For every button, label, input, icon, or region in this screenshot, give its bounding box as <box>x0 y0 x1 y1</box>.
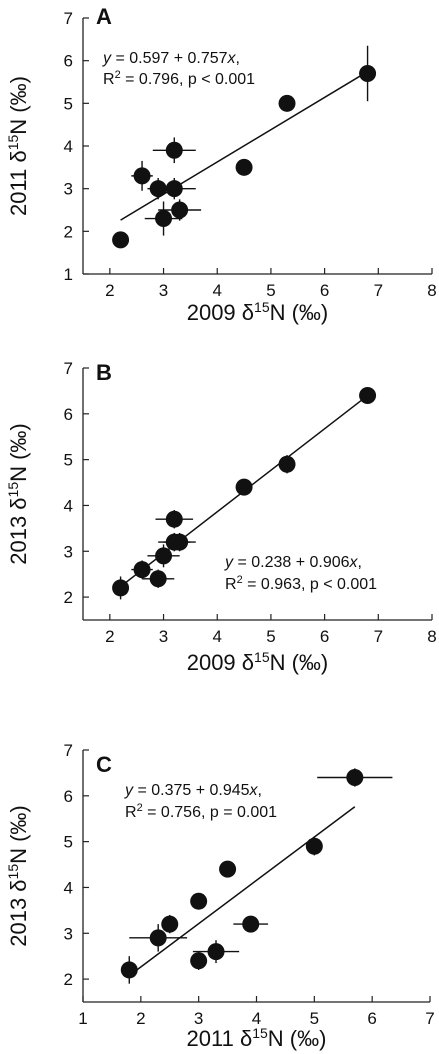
data-point <box>133 561 151 579</box>
x-tick-label: 6 <box>320 281 329 300</box>
x-tick-label: 7 <box>425 1009 434 1028</box>
x-tick-label: 2 <box>105 627 114 646</box>
y-tick-label: 6 <box>64 52 73 71</box>
x-axis-title: 2011 δ15N (‰) <box>187 1025 327 1051</box>
data-point <box>149 570 167 588</box>
x-axis-title: 2009 δ15N (‰) <box>187 299 329 325</box>
data-point <box>149 180 167 198</box>
x-tick-label: 2 <box>136 1009 145 1028</box>
y-tick-label: 7 <box>64 741 73 760</box>
data-point <box>112 231 130 249</box>
data-point <box>235 158 253 176</box>
x-tick-label: 3 <box>159 627 168 646</box>
regression-line <box>128 806 356 977</box>
y-tick-label: 1 <box>64 265 73 284</box>
y-tick-label: 5 <box>64 833 73 852</box>
x-tick-label: 1 <box>78 1009 87 1028</box>
data-point <box>165 180 183 198</box>
data-point <box>219 860 237 878</box>
y-tick-label: 4 <box>64 496 73 515</box>
y-axis-title: 2013 δ15N (‰) <box>5 423 31 565</box>
data-point <box>133 167 151 185</box>
x-tick-label: 5 <box>266 627 275 646</box>
data-point <box>305 837 323 855</box>
data-point <box>235 478 253 496</box>
data-point <box>149 929 167 947</box>
data-point <box>171 201 189 219</box>
y-tick-label: 3 <box>64 924 73 943</box>
x-tick-label: 8 <box>427 627 436 646</box>
x-tick-label: 6 <box>320 627 329 646</box>
y-tick-label: 5 <box>64 451 73 470</box>
y-tick-label: 5 <box>64 94 73 113</box>
panel-a: 2 3 4 5 6 7 8 1 2 3 4 5 6 7 2009 δ15N (‰) 2011 δ15N (‰)… <box>5 4 437 325</box>
data-point <box>278 94 296 112</box>
data-point <box>359 64 377 82</box>
x-tick-label: 3 <box>159 281 168 300</box>
data-point <box>278 455 296 473</box>
data-point <box>165 141 183 159</box>
x-tick-label: 6 <box>367 1009 376 1028</box>
equation-text: y = 0.597 + 0.757x, <box>102 50 240 67</box>
data-point <box>155 547 173 565</box>
y-axis-title: 2013 δ15N (‰) <box>5 805 31 947</box>
r-squared-text: R2 = 0.756, p = 0.001 <box>125 802 277 821</box>
y-axis-title: 2011 δ15N (‰) <box>5 76 31 216</box>
y-tick-label: 2 <box>64 970 73 989</box>
data-point <box>112 579 130 597</box>
data-point <box>242 915 260 933</box>
y-tick-label: 3 <box>64 542 73 561</box>
x-tick-label: 4 <box>252 1009 261 1028</box>
r-squared-text: R2 = 0.796, p < 0.001 <box>103 69 255 88</box>
data-point <box>190 892 208 910</box>
panel-b: 2 3 4 5 6 7 8 2 3 4 5 6 7 2009 δ15N (‰) 2013 δ15N (‰) B… <box>5 359 437 675</box>
data-point <box>171 533 189 551</box>
panel-letter: B <box>96 360 112 385</box>
data-point <box>155 210 173 228</box>
y-tick-label: 2 <box>64 222 73 241</box>
x-tick-label: 8 <box>427 281 436 300</box>
data-point <box>120 961 138 979</box>
x-tick-label: 5 <box>310 1009 319 1028</box>
x-tick-label: 5 <box>266 281 275 300</box>
data-point <box>346 768 364 786</box>
x-tick-label: 4 <box>212 281 221 300</box>
panel-c: 1 2 3 4 5 6 7 2 3 4 5 6 7 2011 δ15N (‰) 2013 δ15N (‰) C… <box>5 741 435 1051</box>
panels-group: 2 3 4 5 6 7 8 1 2 3 4 5 6 7 2009 δ15N (‰) 2011 δ15N (‰)… <box>5 4 437 1051</box>
x-tick-label: 7 <box>374 627 383 646</box>
x-axis-title: 2009 δ15N (‰) <box>187 649 329 675</box>
y-tick-label: 4 <box>64 137 73 156</box>
y-tick-label: 6 <box>64 405 73 424</box>
panel-letter: A <box>96 4 112 29</box>
data-point <box>207 943 225 961</box>
x-tick-label: 7 <box>374 281 383 300</box>
x-tick-label: 2 <box>105 281 114 300</box>
data-point <box>359 386 377 404</box>
x-tick-label: 3 <box>194 1009 203 1028</box>
panel-letter: C <box>96 752 112 777</box>
r-squared-text: R2 = 0.963, p < 0.001 <box>225 574 377 593</box>
x-tick-label: 4 <box>212 627 221 646</box>
y-tick-label: 2 <box>64 588 73 607</box>
data-point <box>161 915 179 933</box>
y-tick-label: 7 <box>64 9 73 28</box>
data-point <box>165 510 183 528</box>
data-point <box>190 952 208 970</box>
y-tick-label: 6 <box>64 787 73 806</box>
y-tick-label: 4 <box>64 878 73 897</box>
y-tick-label: 3 <box>64 180 73 199</box>
equation-text: y = 0.375 + 0.945x, <box>124 782 262 799</box>
y-tick-label: 7 <box>64 359 73 378</box>
equation-text: y = 0.238 + 0.906x, <box>224 554 362 571</box>
